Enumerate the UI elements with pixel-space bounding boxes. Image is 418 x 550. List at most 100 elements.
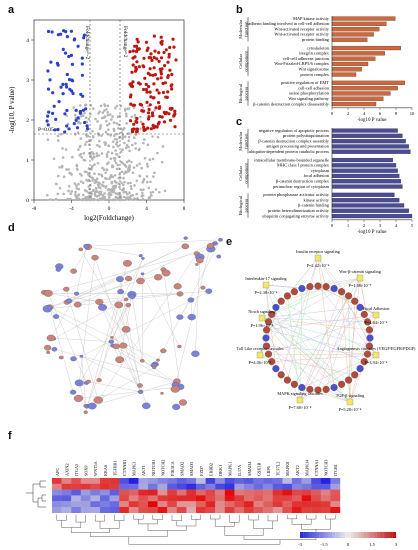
go-bar <box>331 149 411 154</box>
up-point <box>162 50 166 55</box>
volcano-y-ticks: 0 1 2 3 4 <box>26 38 34 204</box>
heatmap-cell <box>253 478 264 484</box>
ppi-node <box>122 259 132 267</box>
ppi-node <box>137 383 143 388</box>
heatmap-cell <box>138 501 149 508</box>
ppi-edge <box>48 248 211 294</box>
ns-point <box>126 192 129 196</box>
scale-label: 3 <box>395 542 398 547</box>
ns-point <box>119 104 123 108</box>
ns-point <box>84 143 87 146</box>
up-point <box>156 77 160 81</box>
ns-point <box>126 132 130 135</box>
gene-node <box>298 383 306 392</box>
ppi-edge <box>131 296 143 361</box>
up-point <box>172 114 176 118</box>
scale-swatch <box>300 532 304 538</box>
ppi-node <box>183 236 188 240</box>
go-bar <box>331 16 396 21</box>
ns-point <box>101 193 104 197</box>
ns-point <box>143 138 146 141</box>
down-point <box>82 36 86 40</box>
heatmap-gene-label: KRAS <box>103 464 108 476</box>
ns-point <box>106 113 110 117</box>
ppi-edge <box>48 293 100 303</box>
ns-point <box>117 123 121 126</box>
ppi-edge <box>195 260 200 354</box>
ns-point <box>126 182 130 185</box>
heatmap-cell <box>138 483 149 490</box>
gene-node <box>314 386 322 394</box>
scale-swatch <box>316 532 320 538</box>
go-term-label: perinuclear region of cytoplasm <box>273 184 330 189</box>
pathway-p: P=4.64×10⁻⁴ <box>365 320 388 325</box>
heatmap-gene-label: MAPK8 <box>285 462 290 476</box>
scale-swatch <box>328 532 333 538</box>
heatmap-cell <box>272 501 283 508</box>
ns-point <box>160 160 164 164</box>
ns-point <box>70 173 73 176</box>
heatmap-cell <box>215 478 225 484</box>
go-bar <box>331 168 398 173</box>
heatmap-cell <box>292 483 302 490</box>
ns-point <box>122 189 125 192</box>
up-point <box>160 42 164 46</box>
ns-point <box>92 152 95 156</box>
up-point <box>134 65 138 69</box>
pathway-edge <box>266 277 361 331</box>
ns-point <box>104 177 108 181</box>
heatmap-cell <box>138 478 149 484</box>
heatmap-cell <box>167 478 177 484</box>
ns-point <box>130 115 134 119</box>
ns-point <box>125 122 128 125</box>
ppi-node <box>125 275 132 282</box>
pathway-network: Insulin receptor signaling P=2.42×10⁻⁴ Wnt… <box>236 249 416 412</box>
heatmap-color-scale: -3 -1.5 0 1.5 3 <box>298 532 398 547</box>
down-point <box>76 44 80 48</box>
heatmap-cell <box>157 478 168 484</box>
heatmap-gene-label: IL17A <box>237 465 242 476</box>
ns-point <box>60 165 64 169</box>
up-point <box>137 65 141 69</box>
down-point <box>74 118 78 122</box>
ppi-node <box>74 379 84 387</box>
ppi-edge <box>66 246 186 303</box>
up-point <box>137 81 141 85</box>
ns-point <box>136 197 139 200</box>
ns-point <box>127 159 131 163</box>
panel-e-letter: e <box>226 236 233 248</box>
pathway-name: Notch signaling <box>248 309 276 314</box>
ns-point <box>89 112 92 116</box>
ns-point <box>66 197 70 201</box>
ns-point <box>133 136 136 139</box>
ns-point <box>107 144 110 147</box>
ns-point <box>75 167 79 171</box>
heatmap-gene-label: MAPK1 <box>228 462 233 476</box>
heatmap-cell <box>119 501 129 508</box>
down-point <box>46 87 51 91</box>
heatmap-cell <box>176 483 187 490</box>
go-bar <box>331 67 362 72</box>
ns-point <box>124 146 128 150</box>
down-point <box>65 72 69 77</box>
up-point <box>160 39 164 43</box>
up-point <box>135 130 139 134</box>
heatmap-cell <box>61 495 72 502</box>
heatmap-gene-label: FZD7 <box>199 466 204 476</box>
ns-point <box>86 179 90 183</box>
heatmap-cell <box>90 489 101 496</box>
up-point <box>166 90 170 94</box>
ns-point <box>143 156 147 160</box>
ppi-edge <box>118 304 147 406</box>
ns-point <box>125 198 129 201</box>
scale-swatch <box>389 532 393 538</box>
heatmap-gene-label: WNT5A <box>93 461 98 476</box>
x-tick-label: 8 <box>183 206 186 212</box>
ns-point <box>106 111 109 114</box>
gene-node <box>298 284 306 293</box>
heatmap-gene-label: AKT1 <box>141 465 146 476</box>
pathway-p: P=2.42×10⁻⁴ <box>307 263 330 268</box>
gene-node <box>360 358 368 366</box>
ns-point <box>121 183 125 186</box>
go-x-tick-label: 4 <box>363 111 366 116</box>
